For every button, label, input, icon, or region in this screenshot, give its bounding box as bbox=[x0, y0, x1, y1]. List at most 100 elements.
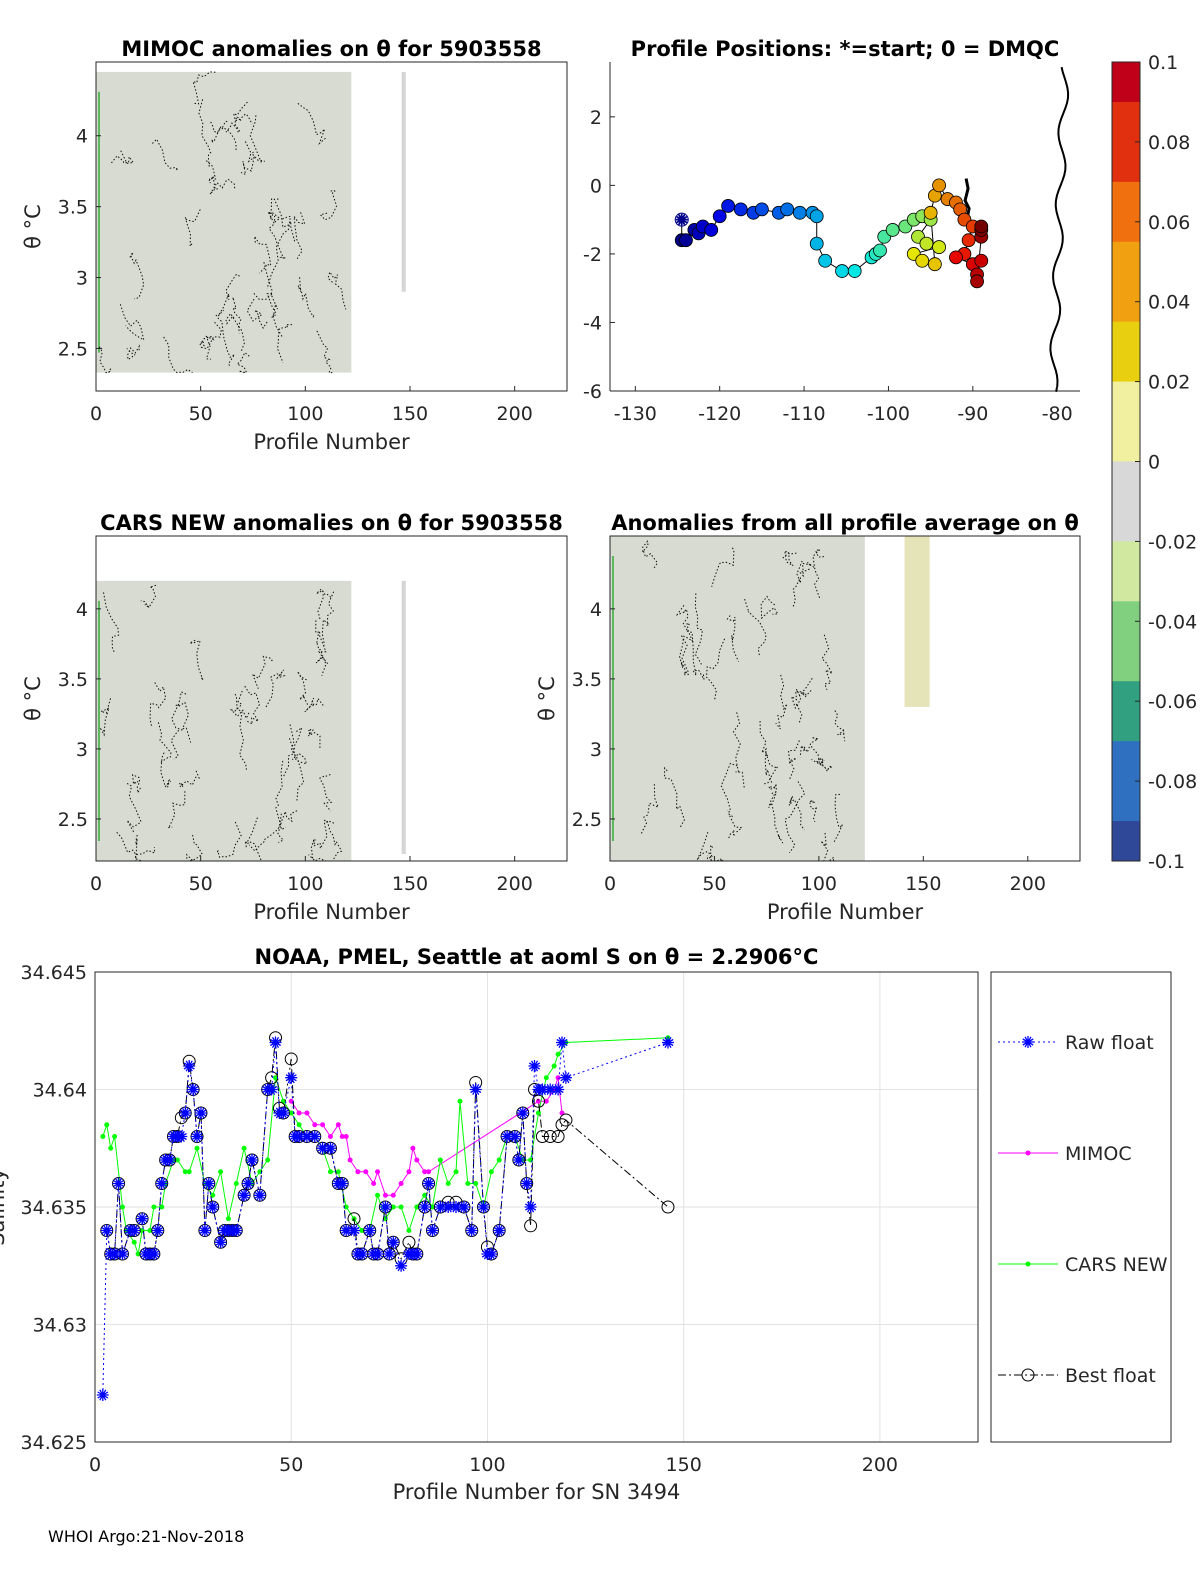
dot-marker bbox=[414, 1157, 420, 1163]
contour-line bbox=[160, 752, 171, 788]
contour-line bbox=[129, 252, 145, 300]
contour-line bbox=[268, 212, 286, 259]
dot-marker bbox=[135, 1251, 141, 1257]
contour-line bbox=[316, 330, 333, 374]
profile-point bbox=[792, 205, 807, 220]
colorbar-segment bbox=[1112, 421, 1140, 443]
contour-line bbox=[767, 783, 777, 808]
dot-marker bbox=[422, 1192, 428, 1198]
y-tick-label: 4 bbox=[590, 599, 602, 621]
x-tick-label: 200 bbox=[497, 873, 533, 895]
star-marker bbox=[426, 1224, 439, 1237]
x-tick-label: 100 bbox=[287, 403, 323, 425]
dot-marker bbox=[410, 1145, 416, 1151]
star-marker bbox=[348, 1224, 360, 1237]
colorbar-segment bbox=[1112, 521, 1140, 542]
colorbar-tick-label: 0.06 bbox=[1148, 212, 1190, 234]
contour-line bbox=[686, 630, 705, 680]
y-tick-label: 4 bbox=[76, 599, 88, 621]
colorbar-tick-label: 0.02 bbox=[1148, 372, 1190, 394]
dot-marker bbox=[288, 1110, 294, 1116]
contour-line bbox=[293, 212, 306, 259]
contour-line bbox=[315, 620, 327, 676]
dot-marker bbox=[296, 1110, 302, 1116]
heatmap-cell-block bbox=[610, 536, 865, 861]
contour-line bbox=[168, 791, 186, 829]
panel-title: Anomalies from all profile average on θ bbox=[611, 511, 1079, 535]
y-tick-label: 34.635 bbox=[21, 1197, 87, 1219]
x-tick-label: 100 bbox=[801, 873, 837, 895]
axes-box bbox=[609, 535, 1081, 862]
series-line bbox=[106, 1037, 669, 1260]
star-marker bbox=[556, 1036, 568, 1049]
star-marker bbox=[147, 1248, 160, 1260]
y-axis-label: θ °C bbox=[535, 676, 559, 721]
dot-marker bbox=[382, 1192, 388, 1198]
star-marker bbox=[308, 1130, 321, 1143]
profile-point bbox=[970, 274, 984, 289]
contour-line bbox=[819, 758, 834, 773]
contour-line bbox=[249, 115, 265, 163]
contour-line bbox=[315, 631, 329, 666]
profile-point bbox=[809, 209, 824, 224]
contour-line bbox=[140, 584, 157, 609]
star-marker bbox=[128, 1224, 141, 1237]
contour-line bbox=[276, 324, 293, 363]
star-marker bbox=[269, 1036, 282, 1049]
profile-point bbox=[733, 202, 748, 217]
profile-point bbox=[927, 257, 942, 272]
contour-line bbox=[199, 335, 215, 360]
star-marker bbox=[363, 1224, 376, 1237]
colorbar-tick-label: 0 bbox=[1148, 452, 1160, 474]
star-marker bbox=[300, 1130, 313, 1143]
profile-point bbox=[818, 253, 833, 268]
dot-marker bbox=[543, 1098, 549, 1104]
dot-marker bbox=[304, 1110, 310, 1116]
profile-point bbox=[679, 233, 693, 248]
colorbar-tick-label: 0.1 bbox=[1148, 52, 1178, 74]
x-tick-label: 50 bbox=[279, 1454, 303, 1476]
contour-line bbox=[744, 598, 767, 656]
x-tick-label: -100 bbox=[867, 403, 910, 425]
star-marker bbox=[552, 1083, 565, 1096]
y-tick-label: 0 bbox=[590, 175, 602, 197]
dot-marker bbox=[551, 1063, 557, 1069]
contour-line bbox=[216, 821, 242, 858]
contour-line bbox=[98, 346, 112, 374]
dot-marker bbox=[265, 1157, 271, 1163]
panel-title: MIMOC anomalies on θ for 5903558 bbox=[121, 37, 541, 61]
x-tick-label: 100 bbox=[287, 873, 323, 895]
contour-line bbox=[184, 209, 201, 248]
contour-line bbox=[192, 71, 216, 105]
colorbar-segment bbox=[1112, 601, 1140, 622]
contour-line bbox=[788, 796, 805, 831]
heatmap-cell-block bbox=[401, 580, 406, 854]
contour-line bbox=[795, 678, 813, 725]
y-tick-label: 2.5 bbox=[58, 338, 88, 360]
colorbar-segment bbox=[1112, 481, 1140, 502]
star-marker bbox=[434, 1201, 447, 1213]
x-tick-label: 150 bbox=[392, 873, 428, 895]
star-marker bbox=[450, 1201, 462, 1213]
colorbar-tick-label: 0.04 bbox=[1148, 292, 1190, 314]
profile-point bbox=[885, 223, 900, 237]
colorbar-segment bbox=[1112, 401, 1140, 423]
star-marker bbox=[559, 1071, 572, 1084]
star-marker bbox=[100, 1224, 113, 1237]
legend: Raw float MIMOC CARS NEW Best float bbox=[990, 971, 1172, 1443]
star-marker bbox=[469, 1083, 482, 1096]
contour-line bbox=[810, 746, 825, 766]
contour-line bbox=[732, 712, 745, 788]
circle-marker bbox=[535, 1130, 549, 1143]
colorbar-segment bbox=[1112, 661, 1140, 682]
contour-line bbox=[198, 99, 212, 169]
dot-marker bbox=[233, 1181, 239, 1186]
contour-line bbox=[308, 728, 321, 750]
star-marker bbox=[528, 1060, 541, 1072]
profile-point bbox=[754, 202, 769, 217]
star-marker bbox=[410, 1248, 423, 1260]
dot-marker bbox=[241, 1145, 247, 1151]
y-tick-label: -2 bbox=[583, 244, 602, 266]
y-tick-label: -6 bbox=[583, 381, 602, 403]
profile-point bbox=[780, 202, 795, 217]
